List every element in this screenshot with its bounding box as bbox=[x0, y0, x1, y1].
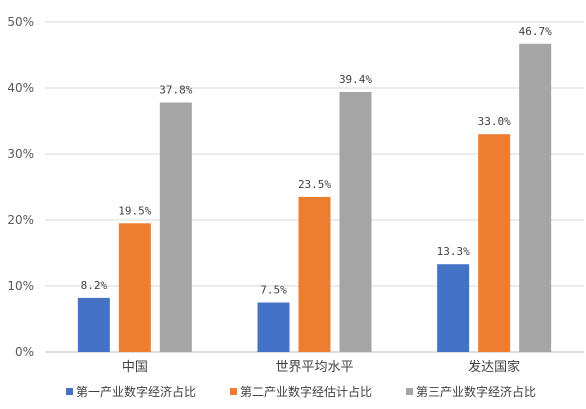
y-tick-label: 0% bbox=[15, 345, 34, 359]
data-label: 37.8% bbox=[159, 84, 192, 97]
bars bbox=[77, 43, 552, 353]
legend-label: 第三产业数字经济占比 bbox=[416, 384, 536, 399]
data-label: 33.0% bbox=[478, 115, 511, 128]
y-tick-label: 10% bbox=[7, 279, 34, 293]
legend-label: 第一产业数字经济占比 bbox=[76, 384, 196, 399]
category-label: 中国 bbox=[122, 360, 148, 375]
bar-series2-2 bbox=[298, 196, 331, 352]
y-axis-tick-labels: 0% 10% 20% 30% 40% 50% bbox=[7, 15, 34, 359]
data-labels: 8.2% 19.5% 37.8% 7.5% 23.5% 39.4% 13.3% 33.0% 46… bbox=[81, 25, 553, 297]
y-tick-label: 30% bbox=[7, 147, 34, 161]
bar-series1-2 bbox=[257, 302, 290, 352]
bar-series3-3 bbox=[519, 43, 552, 352]
data-label: 7.5% bbox=[260, 284, 287, 297]
category-label: 发达国家 bbox=[468, 359, 520, 375]
legend-swatch bbox=[406, 388, 413, 395]
bar-series2-1 bbox=[118, 223, 151, 352]
data-label: 13.3% bbox=[437, 245, 470, 258]
legend-swatch bbox=[230, 388, 237, 395]
bar-series1-1 bbox=[77, 297, 110, 352]
legend: 第一产业数字经济占比 第二产业数字经估计占比 第三产业数字经济占比 bbox=[66, 384, 536, 399]
data-label: 23.5% bbox=[298, 178, 331, 191]
data-label: 8.2% bbox=[81, 279, 108, 292]
bar-series2-3 bbox=[478, 134, 511, 352]
x-axis-category-labels: 中国 世界平均水平 发达国家 bbox=[122, 359, 520, 375]
bar-series3-1 bbox=[159, 102, 192, 353]
legend-item: 第一产业数字经济占比 bbox=[66, 384, 196, 399]
data-label: 46.7% bbox=[519, 25, 552, 38]
y-tick-label: 20% bbox=[7, 213, 34, 227]
data-label: 19.5% bbox=[118, 204, 151, 217]
y-tick-label: 50% bbox=[7, 15, 34, 29]
legend-label: 第二产业数字经估计占比 bbox=[240, 384, 372, 399]
legend-item: 第二产业数字经估计占比 bbox=[230, 384, 372, 399]
data-label: 39.4% bbox=[339, 73, 372, 86]
bar-series1-3 bbox=[437, 264, 470, 352]
legend-item: 第三产业数字经济占比 bbox=[406, 384, 536, 399]
legend-swatch bbox=[66, 388, 73, 395]
bar-series3-2 bbox=[339, 91, 372, 353]
y-tick-label: 40% bbox=[7, 81, 34, 95]
category-label: 世界平均水平 bbox=[275, 360, 353, 375]
